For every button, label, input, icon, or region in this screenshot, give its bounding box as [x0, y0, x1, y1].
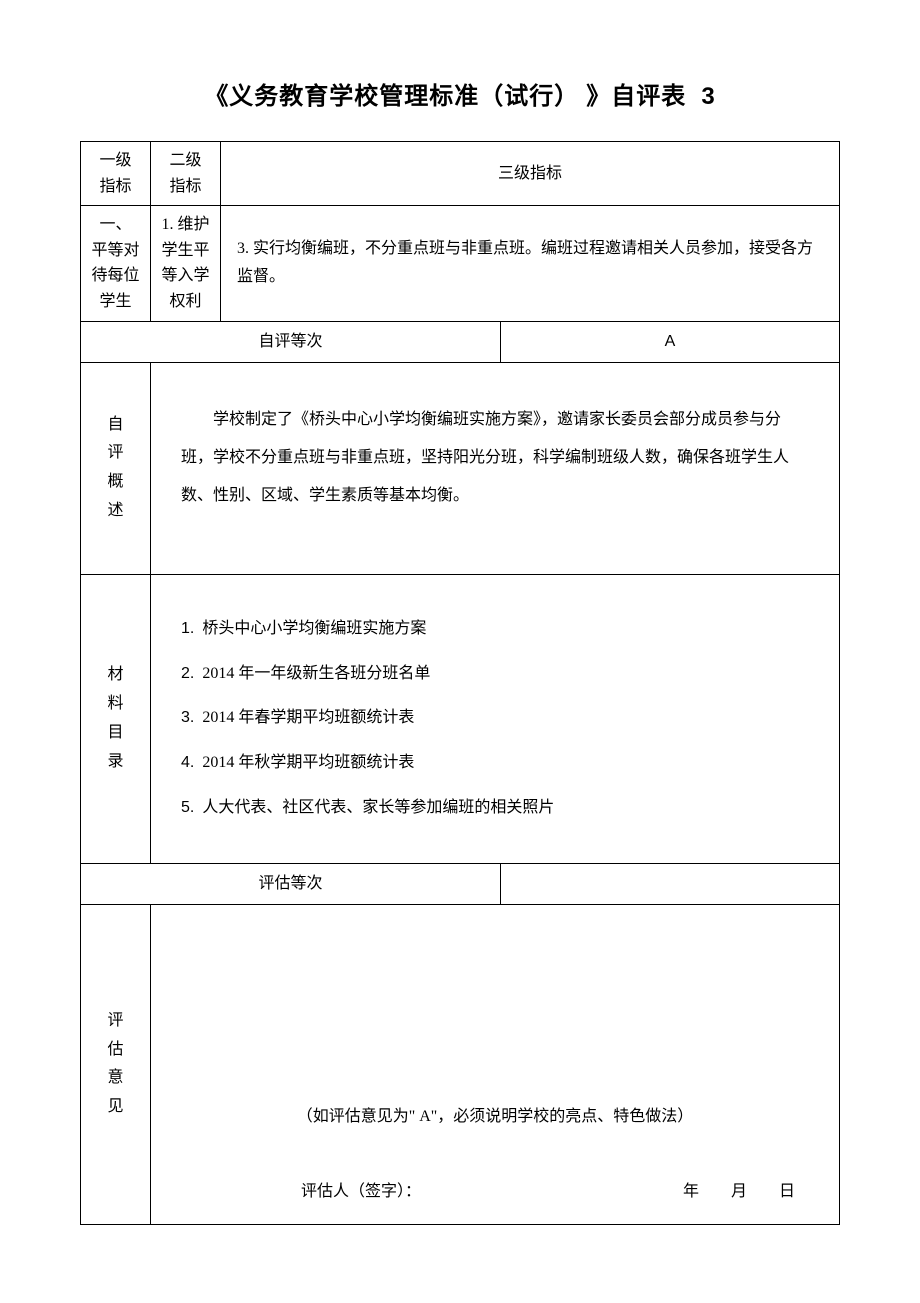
assess-row: 评估等次	[81, 863, 840, 904]
summary-cell: 学校制定了《桥头中心小学均衡编班实施方案》，邀请家长委员会部分成员参与分班，学校…	[151, 362, 840, 574]
list-item: 1.桥头中心小学均衡编班实施方案	[181, 607, 809, 652]
opinion-cell: （如评估意见为" A"，必须说明学校的亮点、特色做法） 评估人（签字）： 年 月…	[151, 904, 840, 1224]
sign-label: 评估人（签字）：	[301, 1180, 421, 1204]
list-item: 5.人大代表、社区代表、家长等参加编班的相关照片	[181, 786, 809, 831]
materials-row: 材 料 目 录 1.桥头中心小学均衡编班实施方案 2.2014 年一年级新生各班…	[81, 574, 840, 863]
opinion-label: 评 估 意 见	[81, 904, 151, 1224]
level1-indicator: 一、 平等对 待每位 学生	[81, 206, 151, 321]
opinion-hint: （如评估意见为" A"，必须说明学校的亮点、特色做法）	[151, 1105, 839, 1129]
page-title: 《义务教育学校管理标准（试行） 》自评表 3	[80, 76, 840, 111]
summary-label: 自 评 概 述	[81, 362, 151, 574]
assess-grade	[501, 863, 840, 904]
materials-list: 1.桥头中心小学均衡编班实施方案 2.2014 年一年级新生各班分班名单 3.2…	[161, 583, 829, 855]
header-level1: 一级 指标	[81, 142, 151, 206]
level3-indicator: 3. 实行均衡编班，不分重点班与非重点班。编班过程邀请相关人员参加，接受各方监督…	[221, 206, 840, 321]
indicator-row: 一、 平等对 待每位 学生 1. 维护 学生平 等入学 权利 3. 实行均衡编班…	[81, 206, 840, 321]
opinion-row: 评 估 意 见 （如评估意见为" A"，必须说明学校的亮点、特色做法） 评估人（…	[81, 904, 840, 1224]
materials-cell: 1.桥头中心小学均衡编班实施方案 2.2014 年一年级新生各班分班名单 3.2…	[151, 574, 840, 863]
header-level2: 二级 指标	[151, 142, 221, 206]
self-eval-grade: A	[501, 321, 840, 362]
sign-line: 评估人（签字）： 年 月 日	[301, 1180, 809, 1204]
title-text: 《义务教育学校管理标准（试行） 》自评表	[204, 84, 686, 110]
level2-indicator: 1. 维护 学生平 等入学 权利	[151, 206, 221, 321]
sign-date: 年 月 日	[669, 1180, 809, 1204]
materials-label: 材 料 目 录	[81, 574, 151, 863]
header-level3: 三级指标	[221, 142, 840, 206]
assess-label: 评估等次	[81, 863, 501, 904]
list-item: 4.2014 年秋学期平均班额统计表	[181, 741, 809, 786]
evaluation-table: 一级 指标 二级 指标 三级指标 一、 平等对 待每位 学生 1. 维护 学生平…	[80, 141, 840, 1225]
summary-text: 学校制定了《桥头中心小学均衡编班实施方案》，邀请家长委员会部分成员参与分班，学校…	[161, 371, 829, 566]
title-number: 3	[701, 83, 715, 110]
header-row: 一级 指标 二级 指标 三级指标	[81, 142, 840, 206]
list-item: 2.2014 年一年级新生各班分班名单	[181, 652, 809, 697]
summary-row: 自 评 概 述 学校制定了《桥头中心小学均衡编班实施方案》，邀请家长委员会部分成…	[81, 362, 840, 574]
self-eval-row: 自评等次 A	[81, 321, 840, 362]
self-eval-label: 自评等次	[81, 321, 501, 362]
list-item: 3.2014 年春学期平均班额统计表	[181, 696, 809, 741]
